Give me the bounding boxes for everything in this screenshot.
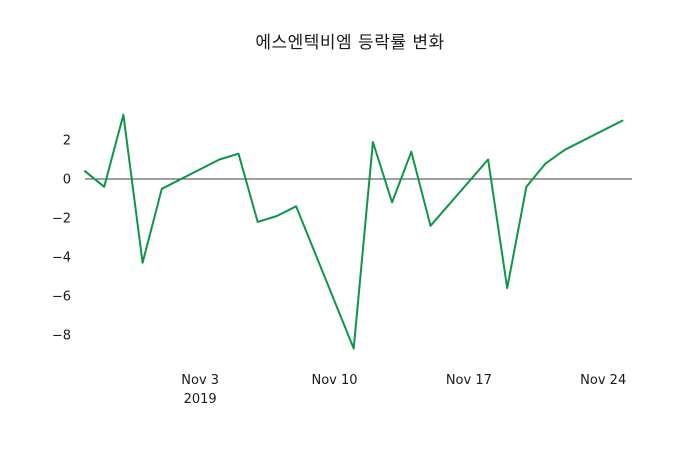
y-tick-label: −6 (52, 289, 71, 304)
x-tick-label: Nov 3 (181, 373, 219, 388)
price-change-line (84, 113, 624, 350)
x-tick-label: Nov 17 (446, 373, 492, 388)
x-tick-year-label: 2019 (184, 392, 217, 407)
y-tick-label: −8 (52, 328, 71, 343)
x-tick-label: Nov 24 (580, 373, 626, 388)
x-tick-label: Nov 10 (311, 373, 357, 388)
y-tick-label: 2 (63, 134, 71, 149)
y-tick-label: −2 (52, 211, 71, 226)
chart-title: 에스엔텍비엠 등락률 변화 (255, 33, 445, 53)
y-tick-label: 0 (63, 173, 71, 188)
y-tick-label: −4 (52, 250, 71, 265)
